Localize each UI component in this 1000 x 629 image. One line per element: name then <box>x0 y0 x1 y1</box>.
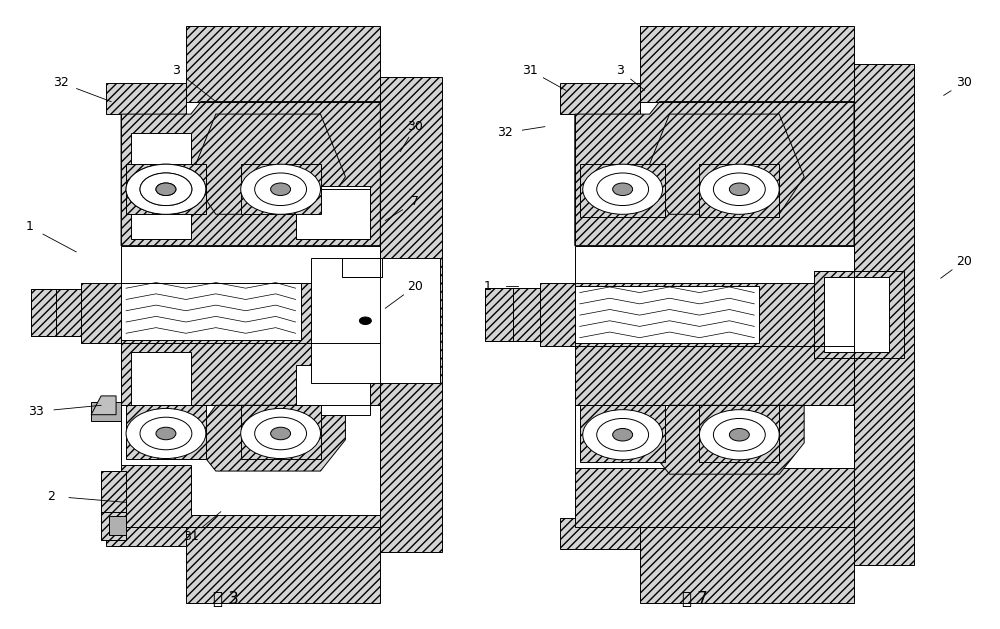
Circle shape <box>126 164 206 214</box>
Circle shape <box>255 417 307 450</box>
Polygon shape <box>640 527 854 603</box>
Text: 32: 32 <box>497 126 513 140</box>
Circle shape <box>713 173 765 206</box>
Circle shape <box>255 173 307 206</box>
Polygon shape <box>241 164 320 214</box>
Circle shape <box>140 173 192 206</box>
Polygon shape <box>106 83 186 114</box>
Polygon shape <box>106 515 186 546</box>
Text: 图 7: 图 7 <box>682 591 707 608</box>
Polygon shape <box>91 402 121 421</box>
Text: 2: 2 <box>47 489 55 503</box>
Polygon shape <box>241 405 320 459</box>
Polygon shape <box>580 164 665 218</box>
Polygon shape <box>699 164 779 218</box>
Polygon shape <box>31 289 81 337</box>
Text: 32: 32 <box>53 76 69 89</box>
Polygon shape <box>126 405 206 459</box>
Polygon shape <box>575 346 854 405</box>
Polygon shape <box>575 102 854 245</box>
Circle shape <box>597 418 649 451</box>
Polygon shape <box>560 518 640 549</box>
Polygon shape <box>101 512 126 540</box>
Polygon shape <box>121 343 380 405</box>
Circle shape <box>140 417 192 450</box>
Bar <box>131 133 191 240</box>
Circle shape <box>241 164 320 214</box>
Circle shape <box>613 183 633 196</box>
Circle shape <box>597 173 649 206</box>
Circle shape <box>126 164 206 214</box>
Bar <box>121 283 301 340</box>
Polygon shape <box>485 287 540 341</box>
Circle shape <box>271 427 291 440</box>
Text: 33: 33 <box>28 405 44 418</box>
Circle shape <box>729 428 749 441</box>
Text: 20: 20 <box>407 280 423 293</box>
Bar <box>380 77 442 552</box>
Circle shape <box>126 408 206 459</box>
Text: 1: 1 <box>25 220 33 233</box>
Circle shape <box>156 427 176 440</box>
Text: 31: 31 <box>522 64 538 77</box>
Circle shape <box>583 164 663 214</box>
Circle shape <box>699 164 779 214</box>
Text: 30: 30 <box>407 120 423 133</box>
Polygon shape <box>191 405 345 471</box>
Polygon shape <box>186 26 380 102</box>
Text: 7: 7 <box>411 195 419 208</box>
Bar <box>854 64 914 565</box>
Polygon shape <box>91 396 116 415</box>
Polygon shape <box>814 270 904 359</box>
Polygon shape <box>640 26 854 102</box>
Circle shape <box>359 317 371 325</box>
Text: 图 3: 图 3 <box>213 591 239 608</box>
Polygon shape <box>645 114 804 214</box>
Polygon shape <box>699 405 779 462</box>
Text: 30: 30 <box>956 76 972 89</box>
Polygon shape <box>540 283 854 346</box>
Circle shape <box>271 183 291 196</box>
Polygon shape <box>109 516 126 535</box>
Polygon shape <box>81 283 380 343</box>
Polygon shape <box>580 405 665 462</box>
Bar <box>575 286 759 343</box>
Polygon shape <box>126 164 206 214</box>
Polygon shape <box>560 83 640 114</box>
Text: 31: 31 <box>183 530 199 543</box>
Bar <box>296 189 370 240</box>
Circle shape <box>241 408 320 459</box>
Bar <box>342 258 382 277</box>
Text: 1: 1 <box>484 280 492 293</box>
Text: 3: 3 <box>616 64 624 77</box>
Bar <box>131 352 191 459</box>
Bar <box>824 277 889 352</box>
Polygon shape <box>575 468 854 527</box>
Circle shape <box>699 409 779 460</box>
Text: 3: 3 <box>172 64 180 77</box>
Polygon shape <box>101 471 126 515</box>
Polygon shape <box>121 465 380 527</box>
Circle shape <box>156 183 176 196</box>
Polygon shape <box>186 527 380 603</box>
Circle shape <box>583 409 663 460</box>
Text: 20: 20 <box>956 255 972 268</box>
Circle shape <box>613 428 633 441</box>
Polygon shape <box>645 405 804 474</box>
Polygon shape <box>191 114 345 214</box>
Circle shape <box>713 418 765 451</box>
Circle shape <box>140 173 192 206</box>
Circle shape <box>156 183 176 196</box>
Bar <box>311 258 440 384</box>
Circle shape <box>729 183 749 196</box>
Polygon shape <box>121 102 380 245</box>
Bar <box>296 365 370 415</box>
Bar <box>296 186 370 240</box>
